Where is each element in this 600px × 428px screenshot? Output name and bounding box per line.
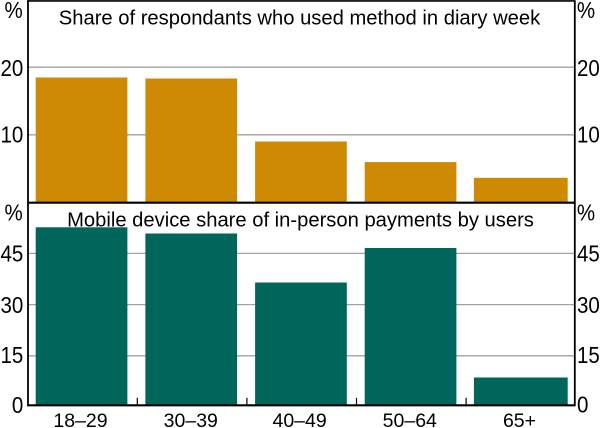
svg-text:0: 0	[12, 392, 23, 419]
svg-text:20: 20	[577, 55, 600, 82]
svg-text:45: 45	[577, 240, 600, 267]
svg-text:65+: 65+	[503, 410, 536, 428]
svg-text:30–39: 30–39	[164, 410, 218, 428]
svg-text:30: 30	[577, 292, 600, 319]
svg-text:%: %	[4, 200, 22, 226]
svg-text:15: 15	[1, 342, 24, 369]
svg-text:0: 0	[577, 391, 588, 418]
svg-text:10: 10	[577, 121, 600, 148]
svg-text:30: 30	[1, 292, 24, 319]
svg-text:%: %	[577, 200, 595, 226]
svg-text:%: %	[4, 0, 22, 23]
svg-text:18–29: 18–29	[53, 410, 107, 428]
svg-text:%: %	[577, 0, 595, 23]
svg-text:15: 15	[577, 342, 600, 369]
svg-text:Mobile device share of in-pers: Mobile device share of in-person payment…	[67, 210, 534, 232]
svg-text:20: 20	[1, 55, 24, 82]
svg-text:10: 10	[1, 121, 24, 148]
svg-text:Share of respondants who used: Share of respondants who used method in …	[59, 8, 541, 30]
svg-text:45: 45	[1, 240, 24, 267]
svg-text:50–64: 50–64	[383, 410, 437, 428]
svg-text:40–49: 40–49	[272, 410, 326, 428]
